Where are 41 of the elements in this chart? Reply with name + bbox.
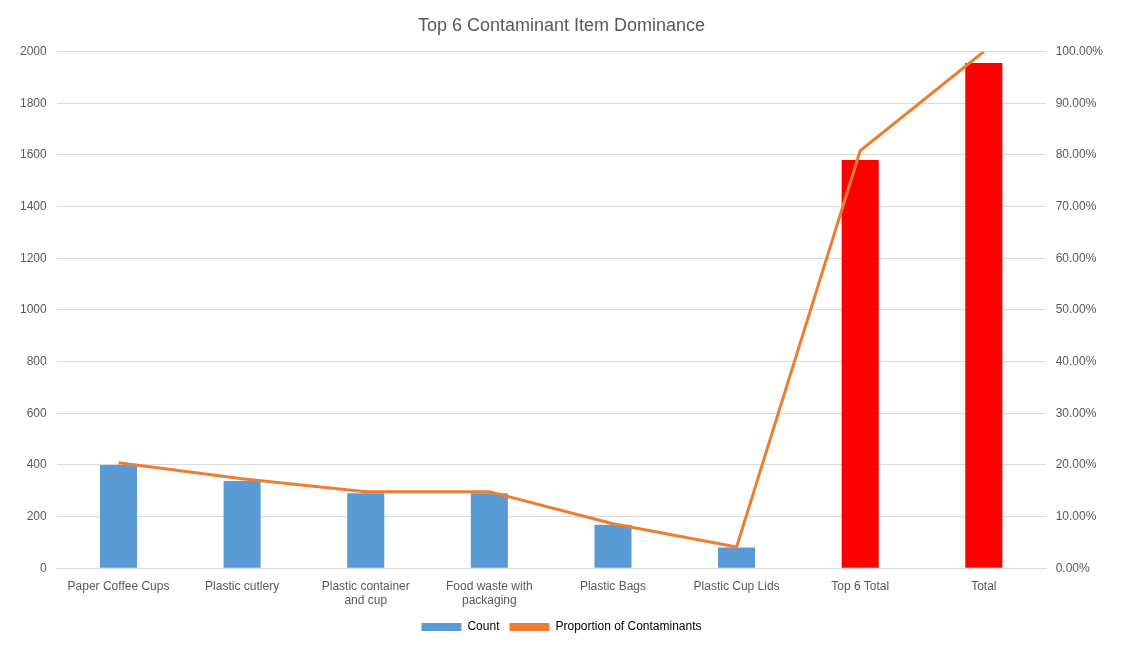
bar <box>965 62 1003 568</box>
y-tick-label: 0 <box>40 560 48 575</box>
y-tick-label: 200 <box>26 508 48 523</box>
bar <box>347 493 385 568</box>
x-tick-label: Plastic container and cup <box>321 578 410 608</box>
bar <box>470 493 508 568</box>
x-tick-label: Plastic Bags <box>579 578 646 593</box>
bar <box>841 160 879 568</box>
x-tick-label: Food waste with packaging <box>445 578 533 608</box>
chart-title: Top 6 Contaminant Item Dominance <box>417 14 706 35</box>
y2-tick-label: 30.00% <box>1055 405 1097 420</box>
y2-tick-label: 20.00% <box>1055 457 1097 472</box>
y2-tick-label: 100.00% <box>1055 43 1104 58</box>
x-tick-label: Top 6 Total <box>831 578 890 593</box>
y2-tick-label: 70.00% <box>1055 198 1097 213</box>
x-tick-label: Plastic Cup Lids <box>693 578 780 593</box>
legend-label: Proportion of Contaminants <box>555 619 702 634</box>
y-tick-label: 1200 <box>19 250 48 265</box>
y-tick-label: 2000 <box>19 43 48 58</box>
y-tick-label: 1000 <box>19 302 48 317</box>
bar <box>718 547 756 568</box>
legend-label: Count <box>467 619 501 634</box>
y2-tick-label: 90.00% <box>1055 95 1097 110</box>
bar <box>594 524 632 568</box>
y2-tick-label: 40.00% <box>1055 353 1097 368</box>
x-tick-label: Total <box>971 578 997 593</box>
bar <box>223 480 261 568</box>
y-tick-label: 1600 <box>19 147 48 162</box>
y-tick-label: 1800 <box>19 95 48 110</box>
y-tick-label: 400 <box>26 457 48 472</box>
y2-tick-label: 50.00% <box>1055 302 1097 317</box>
y-tick-label: 1400 <box>19 198 48 213</box>
bar <box>99 464 138 568</box>
y2-tick-label: 80.00% <box>1055 147 1097 162</box>
x-tick-label: Paper Coffee Cups <box>67 578 170 593</box>
y-tick-label: 600 <box>26 405 48 420</box>
x-tick-label: Plastic cutlery <box>205 578 280 593</box>
y2-tick-label: 0.00% <box>1055 560 1090 575</box>
y-tick-label: 800 <box>26 353 48 368</box>
y2-tick-label: 60.00% <box>1055 250 1097 265</box>
y2-tick-label: 10.00% <box>1055 508 1097 523</box>
